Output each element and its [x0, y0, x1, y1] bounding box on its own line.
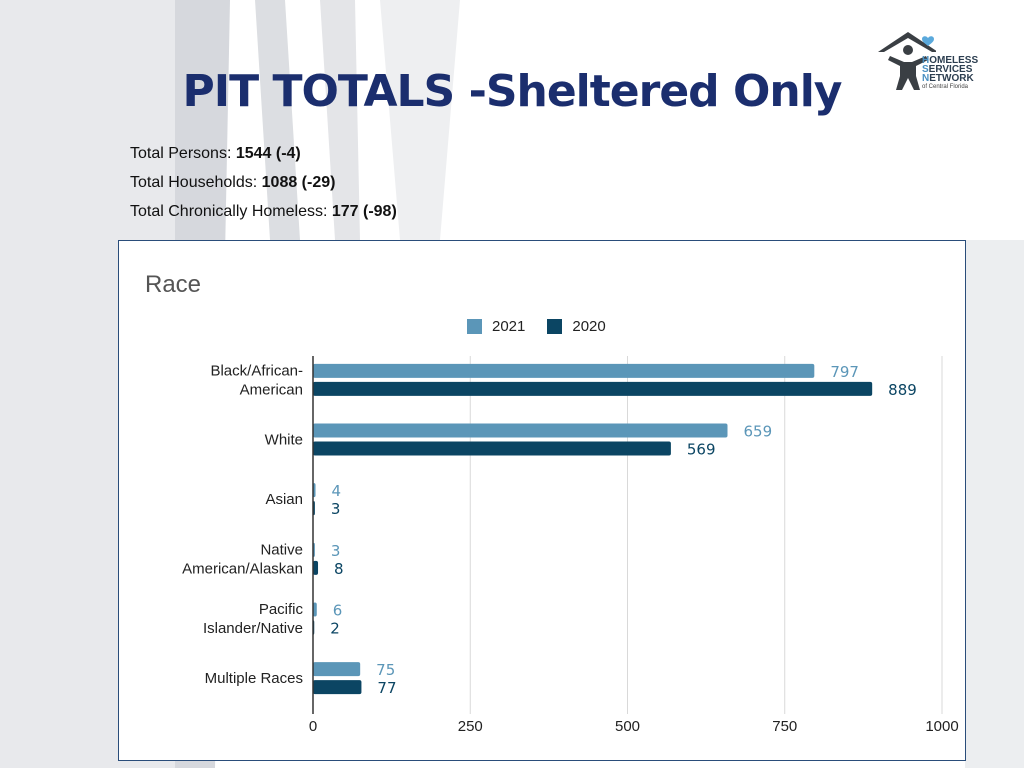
category-label: Black/African- [210, 362, 303, 379]
x-tick-label: 750 [772, 718, 797, 735]
data-label-2021: 797 [830, 363, 859, 381]
bar-2021 [313, 423, 728, 438]
stat-label: Total Persons: [130, 145, 236, 162]
data-label-2020: 2 [330, 620, 340, 638]
stat-value: 1544 (-4) [235, 145, 301, 162]
legend-item-2020: 2020 [547, 318, 606, 335]
bar-2020 [313, 680, 362, 695]
legend-label-2020: 2020 [572, 318, 606, 335]
data-label-2021: 3 [331, 542, 341, 560]
category-label: American/Alaskan [182, 560, 303, 577]
data-label-2020: 77 [377, 679, 396, 697]
stat-label: Total Chronically Homeless: [130, 203, 332, 220]
category-label: Multiple Races [205, 670, 303, 687]
chart-title: Race [145, 271, 202, 298]
data-label-2020: 3 [331, 500, 341, 518]
data-label-2021: 4 [332, 482, 342, 500]
x-tick-label: 500 [615, 718, 640, 735]
data-label-2021: 75 [376, 661, 395, 679]
stat-total-persons: Total Persons: 1544 (-4) [130, 143, 397, 172]
stat-total-chronically-homeless: Total Chronically Homeless: 177 (-98) [130, 201, 397, 230]
x-tick-label: 0 [309, 718, 317, 735]
data-label-2020: 8 [334, 560, 344, 578]
category-label: American [240, 381, 303, 398]
stat-total-households: Total Households: 1088 (-29) [130, 172, 397, 201]
logo-wordmark: HOMELESS SERVICES NETWORK of Central Flo… [922, 55, 979, 91]
category-label: White [265, 432, 303, 449]
stat-value: 1088 (-29) [261, 174, 336, 191]
x-tick-label: 1000 [925, 718, 958, 735]
race-chart-card: Race 2021 2020 0 250 500 750 1000 Black/Afric… [118, 240, 966, 761]
bar-2020 [313, 560, 319, 575]
bar-chart: 0 250 500 750 1000 Black/African- American 797 8… [182, 356, 959, 735]
category-label: Asian [265, 491, 303, 508]
category-label: Pacific [259, 601, 304, 618]
legend-item-2021: 2021 [467, 318, 525, 335]
bar-2020 [313, 441, 671, 456]
slide-title: PIT TOTALS -Sheltered Only [182, 66, 843, 117]
x-tick-label: 250 [458, 718, 483, 735]
data-label-2021: 659 [744, 423, 773, 441]
category-label: Native [260, 541, 303, 558]
stat-value: 177 (-98) [331, 203, 397, 220]
category-label: Islander/Native [203, 620, 303, 637]
chart-legend: 2021 2020 [467, 318, 628, 335]
summary-stats: Total Persons: 1544 (-4) Total Household… [130, 143, 397, 230]
legend-swatch-2021 [467, 319, 482, 334]
organization-logo: HOMELESS SERVICES NETWORK of Central Flo… [876, 28, 996, 98]
bar-2021 [313, 602, 317, 617]
legend-label-2021: 2021 [492, 318, 526, 335]
data-label-2021: 6 [333, 602, 343, 620]
bar-2021 [313, 363, 815, 378]
bar-2020 [313, 381, 873, 396]
stat-label: Total Households: [130, 174, 262, 191]
house-person-icon [878, 32, 936, 90]
data-label-2020: 889 [888, 381, 917, 399]
data-label-2020: 569 [687, 441, 716, 459]
bar-2021 [313, 662, 361, 677]
legend-swatch-2020 [547, 319, 563, 334]
